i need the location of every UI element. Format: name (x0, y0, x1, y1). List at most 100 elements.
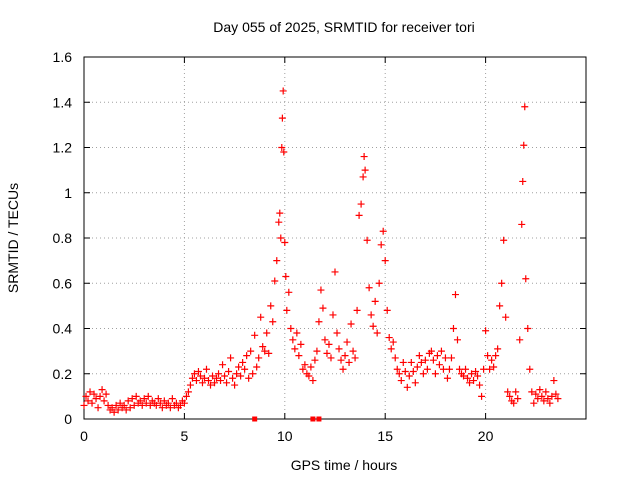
data-point (431, 370, 439, 378)
data-point (120, 401, 128, 409)
data-point (405, 372, 413, 380)
data-point (371, 297, 379, 305)
data-point (500, 236, 508, 244)
data-point (235, 363, 243, 371)
data-point (453, 336, 461, 344)
data-point (209, 372, 217, 380)
data-point (443, 374, 451, 382)
data-point (243, 352, 251, 360)
data-point (464, 374, 472, 382)
data-point (280, 148, 288, 156)
data-point (221, 372, 229, 380)
data-point (435, 361, 443, 369)
data-point (200, 374, 208, 382)
data-point (124, 397, 132, 405)
data-point (172, 399, 180, 407)
data-point (421, 356, 429, 364)
data-point (343, 338, 351, 346)
y-tick-label: 0.6 (53, 275, 73, 291)
data-point (219, 361, 227, 369)
data-point (122, 406, 130, 414)
data-point (518, 220, 526, 228)
data-point (255, 354, 263, 362)
data-point (407, 358, 415, 366)
data-point (132, 392, 140, 400)
data-point (498, 279, 506, 287)
y-tick-label: 1 (64, 185, 72, 201)
baseline-marker (310, 416, 316, 422)
data-point (247, 347, 255, 355)
data-point (329, 311, 337, 319)
data-point (335, 345, 343, 353)
data-point (217, 377, 225, 385)
data-point (361, 166, 369, 174)
data-point (393, 365, 401, 373)
data-point (227, 354, 235, 362)
data-point (548, 392, 556, 400)
data-point (138, 401, 146, 409)
data-point (478, 392, 486, 400)
data-point (401, 367, 409, 375)
y-tick-label: 0.2 (53, 366, 73, 382)
data-point (472, 367, 480, 375)
data-point (130, 401, 138, 409)
data-point (257, 313, 265, 321)
data-point (293, 329, 301, 337)
data-point (389, 338, 397, 346)
x-tick-label: 10 (277, 428, 293, 444)
data-point (488, 356, 496, 364)
data-point (476, 381, 484, 389)
data-point (279, 87, 287, 95)
data-point (385, 334, 393, 342)
data-point (363, 236, 371, 244)
data-point (276, 209, 284, 217)
data-point (417, 358, 425, 366)
data-point (231, 381, 239, 389)
data-point (516, 336, 524, 344)
data-point (104, 401, 112, 409)
data-point (379, 227, 387, 235)
data-point (116, 399, 124, 407)
x-tick-label: 0 (80, 428, 88, 444)
data-point (126, 404, 134, 412)
data-point (213, 374, 221, 382)
data-point (365, 284, 373, 292)
data-point (186, 381, 194, 389)
data-point (373, 329, 381, 337)
data-point (215, 370, 223, 378)
data-point (337, 356, 345, 364)
data-point (466, 379, 474, 387)
data-point (395, 370, 403, 378)
data-point (423, 365, 431, 373)
data-point (353, 306, 361, 314)
data-point (114, 406, 122, 414)
data-point (146, 401, 154, 409)
data-point (484, 352, 492, 360)
data-point (411, 379, 419, 387)
data-point (278, 114, 286, 122)
data-point (387, 345, 395, 353)
baseline-marker (252, 416, 258, 422)
data-point (550, 377, 558, 385)
data-point (480, 365, 488, 373)
x-tick-label: 15 (377, 428, 393, 444)
data-point (192, 377, 200, 385)
data-point (333, 329, 341, 337)
data-point (278, 144, 286, 151)
data-point (504, 388, 512, 396)
data-point (307, 363, 315, 371)
data-point (180, 399, 188, 407)
data-point (156, 399, 164, 407)
data-point (198, 379, 206, 387)
data-point (160, 397, 168, 405)
data-point (194, 367, 202, 375)
data-point (341, 352, 349, 360)
data-point (315, 318, 323, 326)
data-point (188, 374, 196, 382)
data-point (136, 397, 144, 405)
data-point (249, 370, 257, 378)
data-point (359, 173, 367, 181)
y-tick-label: 0.4 (53, 321, 73, 337)
data-point (451, 291, 459, 299)
data-point (347, 320, 355, 328)
